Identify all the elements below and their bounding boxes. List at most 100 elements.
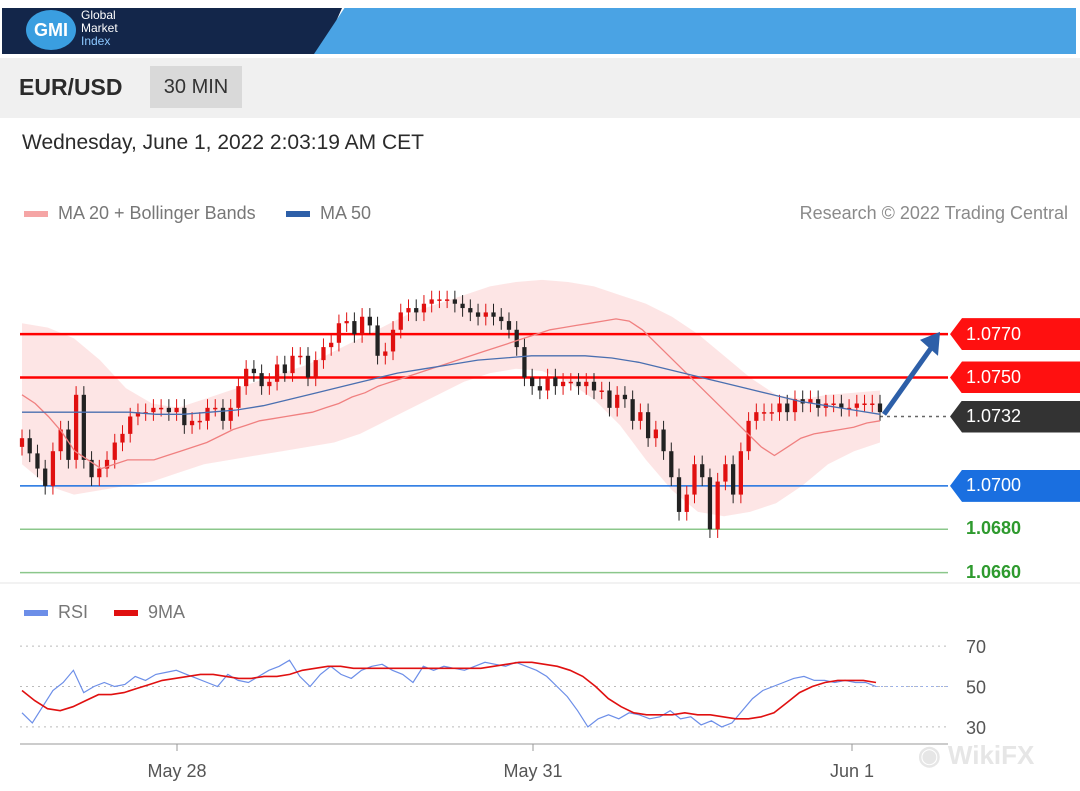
rsi-ma-legend-label: 9MA [148,602,186,622]
legend-ma20: MA 20 + Bollinger Bands [24,203,256,224]
candle-body [159,407,164,410]
level-tag-1.0750: 1.0750 [950,361,1080,394]
candle-body [645,412,651,439]
candle-body [576,381,581,387]
candle-body [398,312,403,330]
candle-body [143,412,148,414]
candle-body [375,325,380,356]
candle-body [421,303,427,313]
candle-body [112,442,117,460]
legend-ma50: MA 50 [286,203,371,224]
candle-body [344,321,349,324]
candle-body [522,347,527,378]
research-credit: Research © 2022 Trading Central [799,203,1068,223]
candle-body [607,390,612,408]
candle-body [445,299,450,301]
candle-body [599,390,604,392]
ma50-line [22,355,881,415]
candle-body [638,412,643,421]
candle-body [808,399,813,404]
rsi-tick-label: 70 [966,637,986,657]
candle-body [877,403,883,413]
candle-body [414,308,419,313]
candle-body [723,464,728,482]
candle-body [89,459,94,478]
candle-body [792,399,798,413]
time-tick-label: Jun 1 [830,761,874,781]
candle-body [220,407,226,421]
candle-body [437,299,442,301]
candle-body [128,416,133,434]
rsi-ma-line [21,661,877,720]
candle-body [769,412,774,414]
candle-body [545,377,550,391]
candle-body [491,312,496,317]
candle-body [839,403,844,408]
legend-rsi: RSI [24,602,88,623]
candle-body [305,355,311,378]
candle-body [166,407,171,413]
candle-body [205,407,210,421]
candle-body [290,355,295,374]
legend-rsi-ma: 9MA [114,602,185,623]
candle-body [661,429,666,452]
candle-body [823,403,829,408]
candle-body [584,381,589,387]
ma50-swatch-icon [286,210,310,217]
candle-body [715,481,720,530]
candle-body [761,412,767,414]
candle-body [259,373,264,387]
chart-datetime: Wednesday, June 1, 2022 2:03:19 AM CET [22,131,424,154]
candle-body [66,429,71,460]
candle-body [228,407,233,421]
candle-body [630,399,635,421]
candle-body [862,403,867,405]
candle-body [700,464,705,478]
candle-body [754,412,759,421]
time-tick-label: May 28 [147,761,206,781]
candle-body [816,399,821,408]
candle-body [35,453,40,469]
candle-body [622,394,628,400]
brand-line-1: Global [81,8,116,22]
ma20-legend-label: MA 20 + Bollinger Bands [58,203,256,223]
bollinger-band-area [22,279,880,517]
candle-body [336,323,342,343]
candle-body [81,394,86,460]
candle-body [383,351,388,356]
candle-body [568,381,573,384]
candle-body [406,308,411,313]
candle-body [313,360,318,378]
candle-body [251,368,257,374]
timeframe-button[interactable]: 30 MIN [150,66,242,108]
candle-body [298,355,303,358]
candle-body [367,316,372,326]
level-tag-1.0732: 1.0732 [950,400,1080,433]
candle-body [615,394,620,408]
candle-body [197,420,202,423]
candle-body [104,459,110,469]
candle-body [244,368,249,387]
ma20-line [21,318,881,470]
candle-body [499,316,504,322]
candle-body [19,438,25,447]
brand-line-2: Market [81,21,118,35]
candle-body [429,299,434,304]
watermark: ◉ WikiFX [918,740,1035,770]
candle-body [135,412,141,417]
candle-body [684,494,689,512]
candle-body [475,312,481,317]
candle-body [676,477,682,512]
candle-body [530,377,535,387]
rsi-swatch-icon [24,609,48,616]
candle-body [483,312,488,317]
rsi-legend-label: RSI [58,602,89,622]
candle-body [506,321,512,330]
candle-body [267,381,272,387]
candle-body [274,364,280,382]
direction-arrow-head [920,331,940,356]
rsi-tick-label: 50 [966,678,986,698]
candle-body [50,451,56,486]
candle-body [359,316,365,335]
level-tag-1.0700: 1.0700 [950,469,1080,502]
